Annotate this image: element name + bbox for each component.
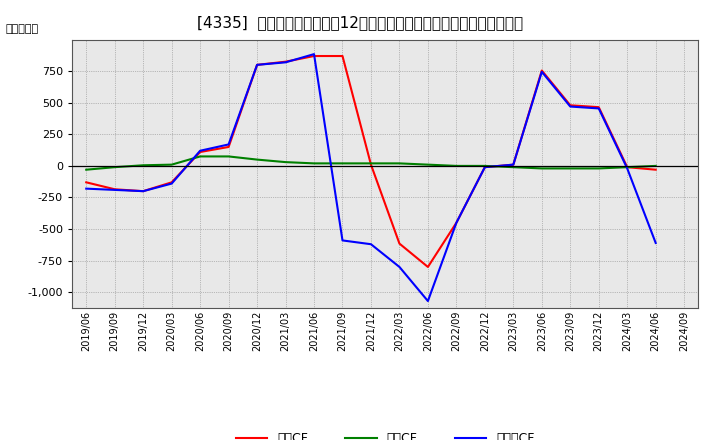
営業CF [566, 103, 575, 108]
投資CF [395, 161, 404, 166]
営業CF [225, 144, 233, 150]
Line: 投資CF: 投資CF [86, 157, 656, 170]
投資CF [509, 165, 518, 170]
フリーCF [225, 142, 233, 147]
営業CF [196, 149, 204, 154]
フリーCF [509, 162, 518, 167]
営業CF [110, 187, 119, 192]
営業CF [282, 59, 290, 64]
投資CF [82, 167, 91, 172]
営業CF [423, 264, 432, 270]
営業CF [652, 167, 660, 172]
投資CF [338, 161, 347, 166]
フリーCF [623, 166, 631, 171]
投資CF [652, 163, 660, 169]
投資CF [139, 163, 148, 168]
Legend: 営業CF, 投資CF, フリーCF: 営業CF, 投資CF, フリーCF [231, 427, 539, 440]
フリーCF [310, 51, 318, 57]
営業CF [167, 180, 176, 185]
フリーCF [282, 60, 290, 65]
営業CF [395, 241, 404, 246]
投資CF [196, 154, 204, 159]
フリーCF [167, 181, 176, 186]
フリーCF [452, 220, 461, 225]
投資CF [366, 161, 375, 166]
営業CF [595, 105, 603, 110]
営業CF [452, 220, 461, 225]
Text: [4335]  キャッシュフローの12か月移動合計の対前年同期増減額の推移: [4335] キャッシュフローの12か月移動合計の対前年同期増減額の推移 [197, 15, 523, 30]
Y-axis label: （百万円）: （百万円） [5, 24, 38, 34]
フリーCF [652, 240, 660, 246]
営業CF [366, 162, 375, 167]
投資CF [167, 162, 176, 167]
フリーCF [139, 188, 148, 194]
投資CF [225, 154, 233, 159]
営業CF [623, 165, 631, 170]
投資CF [282, 159, 290, 165]
フリーCF [110, 187, 119, 193]
投資CF [623, 165, 631, 170]
フリーCF [566, 104, 575, 109]
投資CF [566, 166, 575, 171]
フリーCF [366, 242, 375, 247]
投資CF [253, 157, 261, 162]
営業CF [480, 165, 489, 170]
フリーCF [480, 165, 489, 170]
投資CF [110, 165, 119, 170]
営業CF [338, 53, 347, 59]
投資CF [537, 166, 546, 171]
フリーCF [196, 148, 204, 154]
フリーCF [595, 106, 603, 111]
フリーCF [423, 298, 432, 304]
投資CF [480, 163, 489, 169]
フリーCF [395, 264, 404, 270]
フリーCF [253, 62, 261, 67]
営業CF [253, 62, 261, 67]
投資CF [423, 162, 432, 167]
投資CF [310, 161, 318, 166]
営業CF [537, 68, 546, 73]
営業CF [310, 53, 318, 59]
営業CF [509, 162, 518, 167]
投資CF [452, 163, 461, 169]
Line: 営業CF: 営業CF [86, 56, 656, 267]
フリーCF [338, 238, 347, 243]
フリーCF [537, 69, 546, 74]
営業CF [82, 180, 91, 185]
営業CF [139, 188, 148, 194]
フリーCF [82, 186, 91, 191]
投資CF [595, 166, 603, 171]
Line: フリーCF: フリーCF [86, 54, 656, 301]
